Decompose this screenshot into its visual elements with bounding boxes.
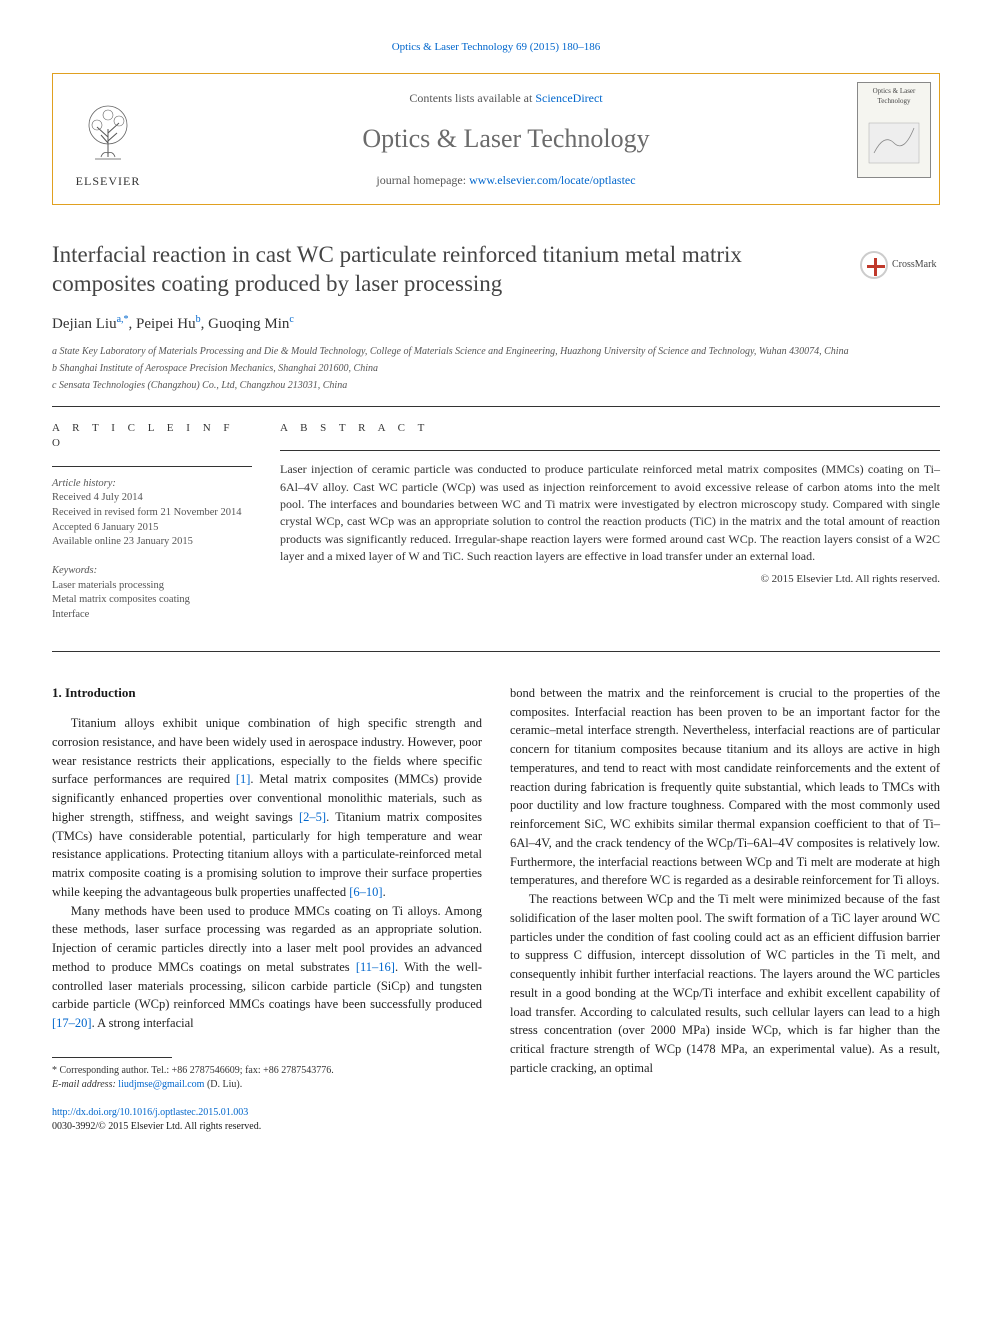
- journal-header-box: ELSEVIER Contents lists available at Sci…: [52, 73, 940, 205]
- intro-heading: 1. Introduction: [52, 684, 482, 702]
- contents-prefix: Contents lists available at: [409, 91, 535, 105]
- article-info-label: A R T I C L E I N F O: [52, 421, 252, 452]
- rule-top: [52, 406, 940, 407]
- intro-p4: The reactions between WCp and the Ti mel…: [510, 890, 940, 1078]
- crossmark-label: CrossMark: [892, 259, 936, 272]
- footnote-rule: [52, 1057, 172, 1058]
- p2c: . A strong interfacial: [92, 1016, 194, 1030]
- homepage-link[interactable]: www.elsevier.com/locate/optlastec: [469, 173, 636, 187]
- author-2: Peipei Hu: [136, 316, 196, 332]
- email-line: E-mail address: liudjmse@gmail.com (D. L…: [52, 1078, 482, 1092]
- corresponding-author: * Corresponding author. Tel.: +86 278754…: [52, 1064, 482, 1078]
- history-head: Article history:: [52, 477, 252, 492]
- affiliation-b: b Shanghai Institute of Aerospace Precis…: [52, 362, 940, 375]
- author-1: Dejian Liu: [52, 316, 117, 332]
- ref-17-20[interactable]: [17–20]: [52, 1016, 92, 1030]
- email-label: E-mail address:: [52, 1079, 118, 1090]
- ref-1[interactable]: [1]: [236, 772, 251, 786]
- history-accepted: Accepted 6 January 2015: [52, 521, 252, 536]
- email-link[interactable]: liudjmse@gmail.com: [118, 1079, 204, 1090]
- history-block: Article history: Received 4 July 2014 Re…: [52, 477, 252, 550]
- author-1-sup: a,*: [117, 314, 129, 325]
- publisher-name: ELSEVIER: [76, 173, 141, 190]
- header-center: Contents lists available at ScienceDirec…: [163, 74, 849, 204]
- abstract-copyright: © 2015 Elsevier Ltd. All rights reserved…: [280, 572, 940, 587]
- author-3-sup: c: [289, 314, 293, 325]
- keyword-2: Metal matrix composites coating: [52, 593, 252, 608]
- sciencedirect-link[interactable]: ScienceDirect: [535, 91, 602, 105]
- author-2-sup: b: [196, 314, 201, 325]
- body-columns: 1. Introduction Titanium alloys exhibit …: [52, 684, 940, 1134]
- elsevier-logo: ELSEVIER: [63, 89, 153, 189]
- author-3: Guoqing Min: [208, 316, 289, 332]
- crossmark-icon: [860, 251, 888, 279]
- crossmark-badge[interactable]: CrossMark: [860, 245, 940, 285]
- abstract-text: Laser injection of ceramic particle was …: [280, 461, 940, 565]
- rule-bottom: [52, 651, 940, 652]
- abstract-rule: [280, 450, 940, 451]
- body-col-right: bond between the matrix and the reinforc…: [510, 684, 940, 1134]
- homepage-line: journal homepage: www.elsevier.com/locat…: [376, 172, 635, 189]
- affiliation-c: c Sensata Technologies (Changzhou) Co., …: [52, 379, 940, 392]
- publisher-logo-block: ELSEVIER: [53, 74, 163, 204]
- doi-link[interactable]: http://dx.doi.org/10.1016/j.optlastec.20…: [52, 1107, 248, 1118]
- article-title-text: Interfacial reaction in cast WC particul…: [52, 242, 742, 296]
- history-revised: Received in revised form 21 November 201…: [52, 506, 252, 521]
- info-rule: [52, 466, 252, 467]
- article-title: Interfacial reaction in cast WC particul…: [52, 241, 940, 299]
- contents-line: Contents lists available at ScienceDirec…: [409, 90, 602, 107]
- issn-line: 0030-3992/© 2015 Elsevier Ltd. All right…: [52, 1121, 261, 1132]
- header-right: Optics & Laser Technology: [849, 74, 939, 204]
- homepage-prefix: journal homepage:: [376, 173, 469, 187]
- email-suffix: (D. Liu).: [204, 1079, 242, 1090]
- authors-line: Dejian Liua,*, Peipei Hub, Guoqing Minc: [52, 313, 940, 335]
- keywords-block: Keywords: Laser materials processing Met…: [52, 564, 252, 623]
- body-col-left: 1. Introduction Titanium alloys exhibit …: [52, 684, 482, 1134]
- info-abstract-row: A R T I C L E I N F O Article history: R…: [52, 421, 940, 637]
- keyword-3: Interface: [52, 608, 252, 623]
- doi-block: http://dx.doi.org/10.1016/j.optlastec.20…: [52, 1106, 482, 1134]
- keywords-head: Keywords:: [52, 564, 252, 579]
- history-received: Received 4 July 2014: [52, 491, 252, 506]
- abstract-col: A B S T R A C T Laser injection of ceram…: [280, 421, 940, 637]
- journal-cover-thumb: Optics & Laser Technology: [857, 82, 931, 178]
- keyword-1: Laser materials processing: [52, 579, 252, 594]
- p1d: .: [383, 885, 386, 899]
- abstract-label: A B S T R A C T: [280, 421, 940, 436]
- article-info-col: A R T I C L E I N F O Article history: R…: [52, 421, 252, 637]
- history-online: Available online 23 January 2015: [52, 535, 252, 550]
- intro-p1: Titanium alloys exhibit unique combinati…: [52, 714, 482, 902]
- intro-p2: Many methods have been used to produce M…: [52, 902, 482, 1033]
- intro-p3: bond between the matrix and the reinforc…: [510, 684, 940, 890]
- citation-link[interactable]: Optics & Laser Technology 69 (2015) 180–…: [392, 41, 601, 53]
- cover-title: Optics & Laser Technology: [862, 87, 926, 107]
- affiliation-a: a State Key Laboratory of Materials Proc…: [52, 345, 940, 358]
- journal-title: Optics & Laser Technology: [362, 121, 649, 157]
- ref-6-10[interactable]: [6–10]: [349, 885, 382, 899]
- ref-11-16[interactable]: [11–16]: [356, 960, 395, 974]
- citation-header: Optics & Laser Technology 69 (2015) 180–…: [52, 40, 940, 55]
- ref-2-5[interactable]: [2–5]: [299, 810, 326, 824]
- elsevier-tree-icon: [73, 99, 143, 169]
